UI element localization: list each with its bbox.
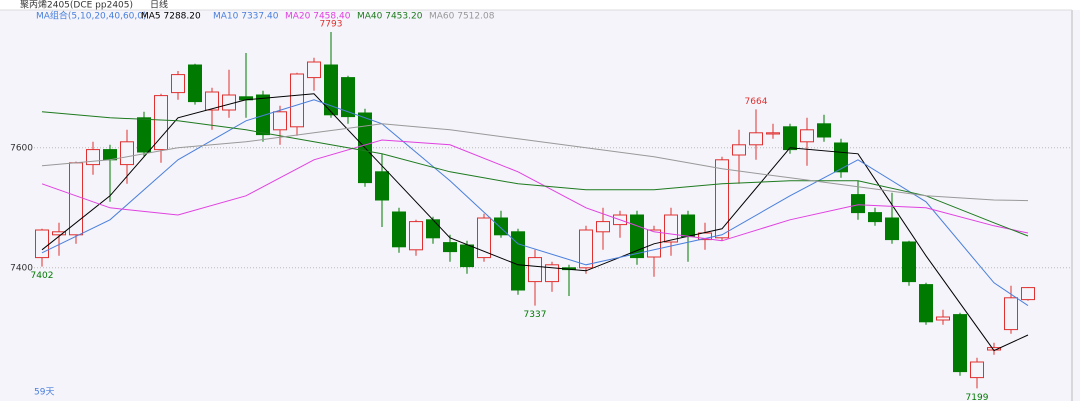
low-label: 7337	[524, 310, 547, 320]
candle-body	[392, 211, 406, 248]
legend-entry: MA60 7512.08	[429, 12, 495, 22]
candle-body	[715, 159, 729, 239]
candle-body	[222, 94, 236, 111]
candle-body	[307, 61, 321, 79]
legend-entry: MA40 7453.20	[357, 12, 423, 22]
candle-body	[341, 77, 355, 118]
candle-body	[290, 73, 304, 128]
ma-line	[41, 99, 1029, 307]
ma-line	[41, 139, 1029, 242]
low-label: 7402	[31, 271, 54, 281]
candle-body	[970, 361, 984, 379]
candle-body	[205, 91, 219, 111]
candle-body	[409, 221, 423, 251]
title: 聚丙烯2405(DCE pp2405)	[20, 0, 133, 11]
candle-body	[800, 129, 814, 143]
candle-body	[69, 162, 83, 236]
candle-body	[664, 214, 678, 243]
candle-body	[528, 257, 542, 283]
candle-body	[52, 231, 66, 236]
candle-body	[154, 95, 168, 151]
low-label: 7199	[966, 393, 989, 401]
candle-body	[1004, 297, 1018, 331]
candle-body	[273, 111, 287, 131]
legend-entry: MA20 7458.40	[285, 12, 351, 22]
candle-body	[630, 214, 644, 259]
candle-body	[545, 264, 559, 283]
y-tick-label: 7600	[10, 143, 33, 153]
candle-body	[817, 123, 831, 138]
y-tick-label: 7400	[10, 263, 33, 273]
candle-body	[868, 212, 882, 223]
candle-body	[324, 64, 338, 116]
high-label: 7664	[745, 97, 768, 107]
candle-body	[103, 149, 117, 161]
candle-body	[86, 149, 100, 166]
candle-body	[732, 144, 746, 156]
candle-body	[375, 171, 389, 201]
period: 日线	[150, 0, 168, 11]
candle-body	[885, 217, 899, 241]
candle-body	[460, 244, 474, 268]
candle-body	[919, 284, 933, 323]
candle-body	[426, 219, 440, 239]
candle-body	[834, 142, 848, 173]
candle-body	[511, 231, 525, 291]
candle-body	[35, 229, 49, 259]
candle-body	[579, 229, 593, 269]
candle-body	[953, 314, 967, 373]
candle-body	[749, 132, 763, 146]
header-bar	[0, 0, 1080, 10]
candle-body	[936, 316, 950, 321]
candle-body	[120, 141, 134, 166]
legend-entry: MA10 7337.40	[213, 12, 279, 22]
footer: 59天	[34, 388, 54, 398]
candle-body	[596, 221, 610, 233]
candle-body	[681, 214, 695, 238]
candle-body	[443, 242, 457, 253]
legend-entry: MA5 7288.20	[141, 12, 201, 22]
candle-body	[137, 117, 151, 153]
ma-group: MA组合(5,10,20,40,60,0)	[36, 10, 147, 22]
candle-body	[851, 194, 865, 214]
candle-body	[1021, 287, 1035, 301]
ma-line	[41, 111, 1029, 237]
high-label: 7793	[320, 20, 343, 30]
ma-line	[41, 93, 1029, 352]
candle-body	[783, 126, 797, 151]
candle-body	[171, 74, 185, 94]
candle-body	[188, 64, 202, 103]
candle-body	[256, 94, 270, 136]
candle-body	[902, 241, 916, 283]
candle-body	[766, 132, 780, 135]
ma-line	[41, 123, 1029, 202]
candle-body	[477, 217, 491, 259]
